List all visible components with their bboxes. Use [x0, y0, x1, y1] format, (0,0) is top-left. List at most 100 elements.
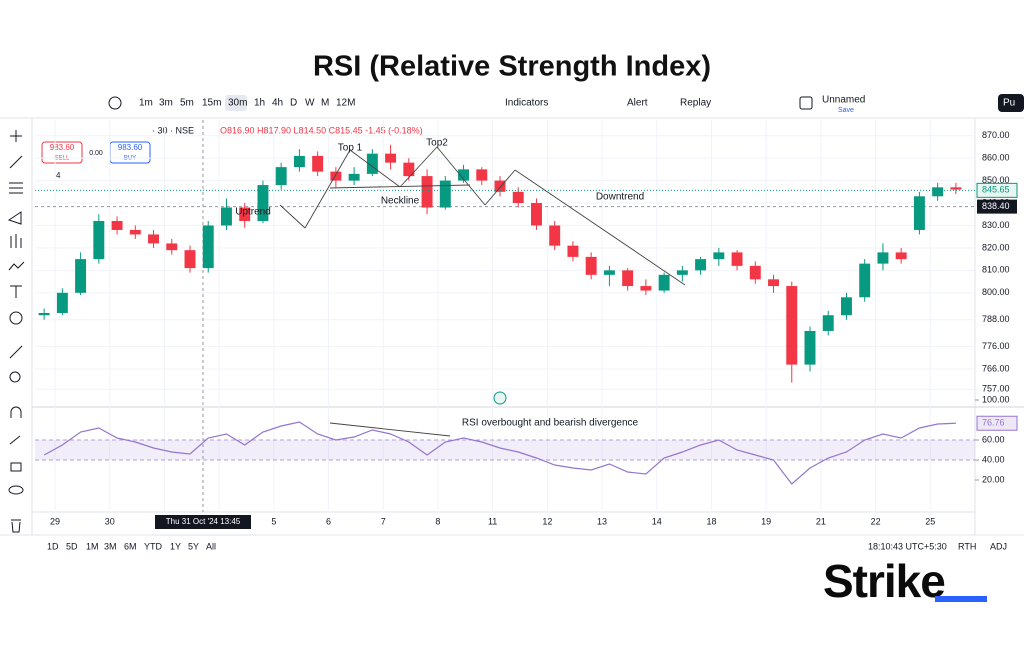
- layout-name[interactable]: Unnamed: [822, 95, 865, 106]
- candle-body: [330, 171, 342, 181]
- x-tick-label: 21: [816, 516, 826, 526]
- trendline-tool[interactable]: [9, 155, 23, 169]
- timeframe-button[interactable]: 5m: [180, 98, 194, 109]
- candle-body: [531, 203, 542, 226]
- timeframe-button[interactable]: 30m: [228, 98, 247, 109]
- x-tick-label: 29: [50, 516, 60, 526]
- timeframe-button[interactable]: M: [321, 98, 329, 109]
- timeframe-button[interactable]: 12M: [336, 98, 355, 109]
- add-symbol-button[interactable]: [108, 96, 122, 110]
- toolbar: Indicators Alert Replay Unnamed Save Pu: [505, 94, 1024, 114]
- candle-body: [385, 153, 397, 163]
- session[interactable]: RTH: [958, 541, 976, 551]
- timeframe-button[interactable]: 4h: [272, 98, 283, 109]
- x-tick-label: 14: [652, 516, 662, 526]
- candle-body: [859, 263, 871, 298]
- pattern-tool[interactable]: [7, 211, 22, 225]
- forecast-tool[interactable]: [8, 261, 25, 271]
- candle-body: [202, 225, 214, 269]
- delete-tool[interactable]: [11, 519, 21, 533]
- candle-body: [257, 185, 269, 221]
- x-tick-label: 30: [105, 516, 115, 526]
- collapsed-count[interactable]: 4: [56, 171, 61, 180]
- rsi-tick-label: 60.00: [982, 434, 1005, 444]
- y-tick-label: 776.00: [982, 341, 1010, 351]
- candle-body: [348, 173, 360, 181]
- range-button[interactable]: 5Y: [188, 541, 199, 551]
- visibility-tool[interactable]: [8, 485, 24, 495]
- sidebar-tools: [7, 130, 25, 533]
- timeframe-button[interactable]: 15m: [202, 98, 221, 109]
- crosshair-price: 838.40: [982, 201, 1010, 211]
- candle-body: [476, 169, 488, 181]
- active-timeframe-bg: [225, 95, 247, 111]
- timeframe-button[interactable]: D: [290, 98, 297, 109]
- timeframe-button[interactable]: 3m: [159, 98, 173, 109]
- trendline: [304, 149, 351, 229]
- candle-body: [239, 207, 251, 221]
- replay-button[interactable]: Replay: [680, 98, 711, 109]
- trendline: [329, 184, 471, 189]
- range-button[interactable]: 5D: [66, 541, 78, 551]
- rsi-tick-label: 20.00: [982, 474, 1005, 484]
- range-button[interactable]: All: [206, 541, 216, 551]
- range-button[interactable]: 1M: [86, 541, 99, 551]
- candle-body: [38, 312, 50, 316]
- magnet-tool[interactable]: [10, 406, 22, 418]
- candle-body: [221, 207, 232, 226]
- x-tick-label: 11: [488, 516, 497, 526]
- indicators-button[interactable]: Indicators: [505, 98, 548, 109]
- annotation: Downtrend: [596, 192, 644, 203]
- adjust[interactable]: ADJ: [990, 541, 1007, 551]
- layout-status: Save: [838, 107, 854, 114]
- avatar[interactable]: Pu: [1003, 98, 1015, 109]
- layout-icon[interactable]: [799, 96, 813, 110]
- trendline: [436, 146, 486, 206]
- timeframe-button[interactable]: 1m: [139, 98, 153, 109]
- annotation: Neckline: [381, 196, 420, 207]
- emoji-tool[interactable]: [9, 311, 23, 325]
- alert-button[interactable]: Alert: [627, 98, 648, 109]
- range-button[interactable]: YTD: [144, 541, 163, 551]
- avatar-bg[interactable]: [998, 94, 1024, 112]
- range-button[interactable]: 1Y: [170, 541, 181, 551]
- y-tick-label: 830.00: [982, 220, 1010, 230]
- candle-body: [129, 229, 141, 235]
- rsi-last-bg: [976, 415, 1018, 431]
- page-title: RSI (Relative Strength Index): [313, 51, 711, 83]
- rsi-last: 76.76: [982, 418, 1005, 428]
- trendline: [399, 146, 438, 188]
- range-button[interactable]: 1D: [47, 541, 59, 551]
- prediction-tool[interactable]: [10, 234, 22, 248]
- draw-mode-tool[interactable]: [9, 435, 21, 445]
- candle-body: [275, 167, 287, 186]
- range-button[interactable]: 3M: [104, 541, 117, 551]
- trendline: [329, 422, 451, 437]
- text-tool[interactable]: [10, 285, 22, 298]
- ruler-tool[interactable]: [9, 345, 23, 359]
- sell-price[interactable]: 983.60: [50, 143, 75, 152]
- logo: Strike: [823, 555, 945, 607]
- y-tick-label: 757.00: [982, 384, 1010, 394]
- crosshair-tool[interactable]: [10, 130, 22, 142]
- trendline: [349, 149, 401, 188]
- timeframe-button[interactable]: 1h: [254, 98, 265, 109]
- timeframe-button[interactable]: W: [305, 98, 315, 109]
- y-tick-label: 870.00: [982, 130, 1010, 140]
- event-marker[interactable]: [493, 391, 507, 405]
- rsi-annotation: RSI overbought and bearish divergence: [462, 418, 639, 429]
- zoom-tool[interactable]: [9, 371, 21, 383]
- lock-tool[interactable]: [10, 462, 22, 472]
- buy-price[interactable]: 983.60: [118, 143, 143, 152]
- range-button[interactable]: 6M: [124, 541, 137, 551]
- rsi-tick-label: 100.00: [982, 394, 1010, 404]
- y-tick-label: 860.00: [982, 153, 1010, 163]
- candle-body: [603, 270, 615, 275]
- candle-body: [749, 265, 761, 280]
- y-tick-label: 850.00: [982, 175, 1010, 185]
- x-tick-label: 22: [871, 516, 881, 526]
- annotation: Top2: [426, 138, 448, 149]
- fib-tool[interactable]: [9, 182, 23, 194]
